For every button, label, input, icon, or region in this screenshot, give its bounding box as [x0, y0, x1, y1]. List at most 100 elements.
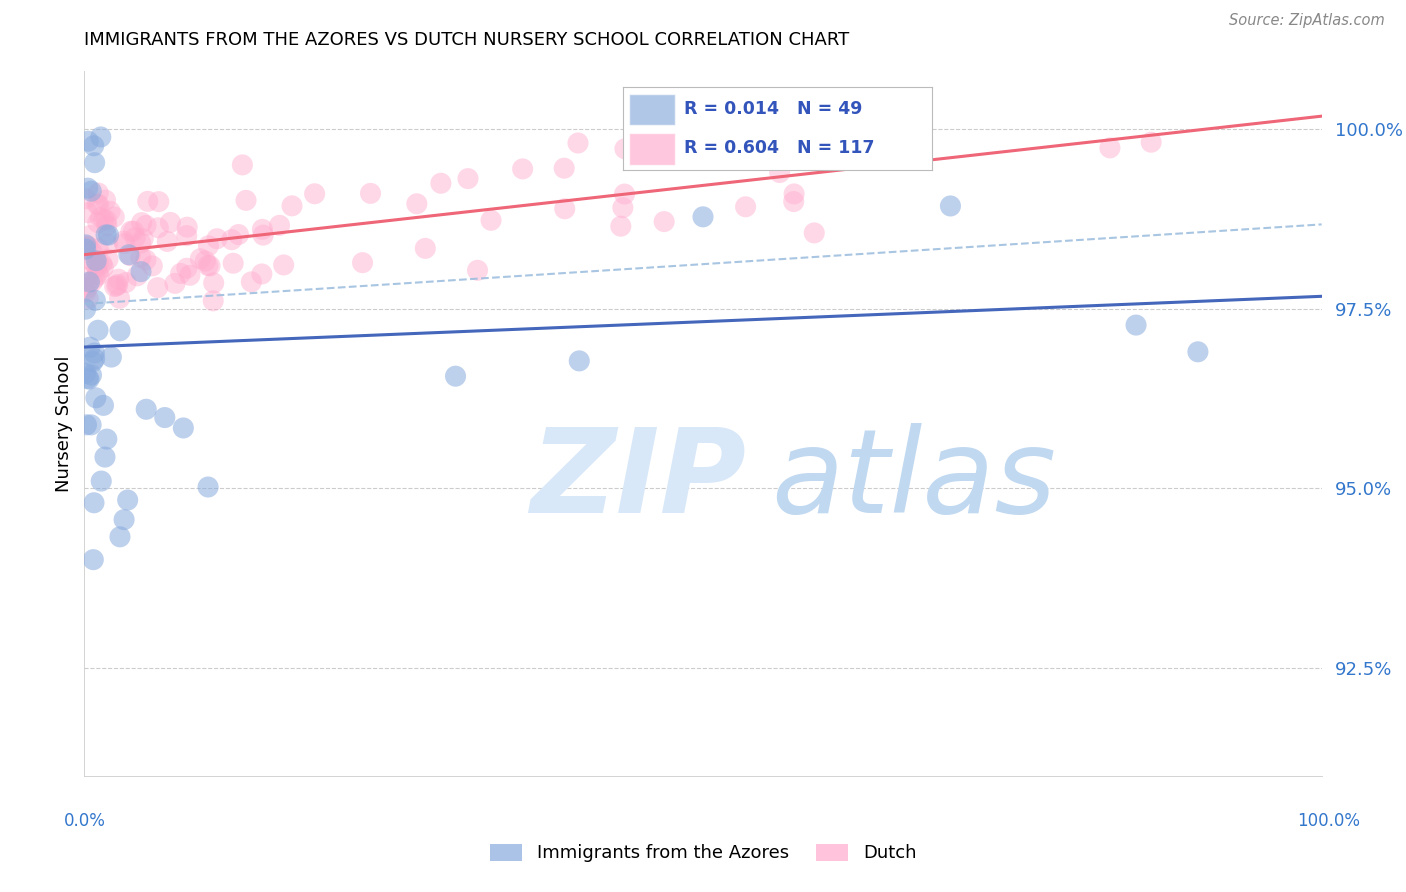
Point: [118, 248, 141, 262]
Point: [77, 292, 100, 306]
Point: [803, 226, 825, 240]
Point: [96, 237, 118, 252]
Point: [100, 350, 122, 364]
Point: [107, 277, 129, 292]
Point: [172, 421, 194, 435]
Point: [222, 256, 245, 270]
Point: [197, 259, 219, 273]
Point: [94, 227, 117, 242]
Point: [87, 186, 110, 200]
Point: [83, 138, 105, 153]
Point: [75, 237, 97, 252]
Point: [75, 192, 97, 206]
Point: [127, 268, 149, 283]
Point: [444, 369, 467, 384]
Point: [194, 254, 217, 268]
Point: [156, 235, 179, 249]
Point: [146, 280, 169, 294]
Point: [87, 216, 110, 230]
Point: [80, 417, 103, 432]
Point: [115, 276, 138, 290]
Point: [202, 293, 225, 308]
Point: [80, 254, 103, 268]
Point: [939, 199, 962, 213]
Text: Source: ZipAtlas.com: Source: ZipAtlas.com: [1229, 13, 1385, 29]
Point: [281, 199, 304, 213]
Point: [98, 204, 121, 219]
Point: [90, 256, 112, 270]
Point: [512, 161, 534, 176]
Point: [129, 250, 152, 264]
Point: [202, 276, 225, 290]
Point: [108, 324, 131, 338]
Point: [75, 302, 97, 317]
Point: [612, 201, 634, 215]
Point: [83, 271, 105, 285]
Point: [96, 213, 118, 227]
Point: [104, 279, 127, 293]
Point: [250, 267, 273, 281]
Point: [783, 194, 806, 209]
Point: [148, 220, 170, 235]
Point: [820, 120, 842, 135]
Text: atlas: atlas: [770, 423, 1056, 537]
Point: [613, 142, 636, 156]
Text: IMMIGRANTS FROM THE AZORES VS DUTCH NURSERY SCHOOL CORRELATION CHART: IMMIGRANTS FROM THE AZORES VS DUTCH NURS…: [84, 31, 849, 49]
Point: [132, 232, 155, 246]
Point: [77, 371, 100, 385]
Text: ZIP: ZIP: [530, 423, 745, 538]
Y-axis label: Nursery School: Nursery School: [55, 355, 73, 492]
Point: [75, 277, 97, 292]
Point: [360, 186, 382, 201]
Point: [568, 354, 591, 368]
Point: [76, 239, 98, 253]
Point: [77, 240, 100, 254]
Point: [86, 260, 108, 275]
Point: [228, 227, 250, 242]
Point: [75, 242, 97, 256]
Point: [77, 372, 100, 386]
Point: [87, 266, 110, 280]
Point: [457, 171, 479, 186]
Point: [83, 351, 105, 366]
Point: [108, 291, 131, 305]
Point: [87, 268, 110, 282]
Point: [129, 235, 152, 250]
Point: [176, 220, 198, 235]
Point: [75, 285, 97, 300]
Point: [135, 219, 157, 233]
Point: [783, 186, 806, 201]
Point: [135, 252, 157, 267]
Point: [405, 196, 427, 211]
Point: [94, 450, 117, 464]
Point: [120, 224, 142, 238]
Point: [235, 194, 257, 208]
Point: [83, 496, 105, 510]
Point: [75, 366, 97, 380]
Point: [231, 158, 253, 172]
Point: [93, 260, 115, 275]
Point: [79, 228, 101, 243]
Point: [97, 252, 120, 267]
Point: [752, 126, 775, 140]
Point: [76, 280, 98, 294]
Point: [176, 261, 198, 276]
Point: [97, 228, 120, 243]
Point: [652, 214, 675, 228]
Point: [84, 253, 107, 268]
Point: [82, 354, 104, 368]
Point: [87, 256, 110, 270]
Point: [352, 255, 374, 269]
Point: [153, 410, 176, 425]
Point: [163, 277, 186, 291]
Point: [769, 165, 792, 179]
Point: [112, 513, 135, 527]
Point: [169, 267, 191, 281]
Point: [96, 432, 118, 446]
Point: [1125, 318, 1147, 332]
Point: [553, 161, 575, 176]
Point: [87, 323, 110, 337]
Point: [430, 176, 453, 190]
Text: 100.0%: 100.0%: [1298, 812, 1360, 830]
Point: [75, 240, 97, 254]
